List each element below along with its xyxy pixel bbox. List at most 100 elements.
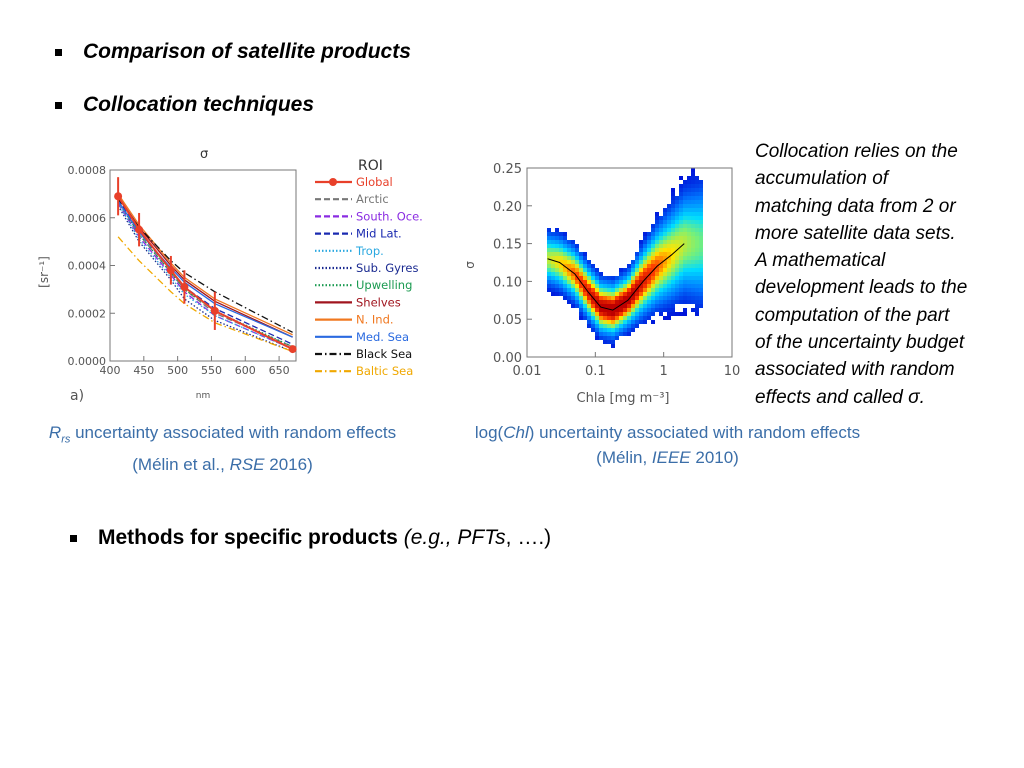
heatmap-cell bbox=[699, 220, 703, 224]
heatmap-cell bbox=[607, 284, 611, 288]
sidenote-line: effects and called σ. bbox=[755, 386, 925, 408]
heatmap-cell bbox=[659, 256, 663, 260]
heatmap-cell bbox=[619, 304, 623, 308]
heatmap-cell bbox=[675, 208, 679, 212]
legend-marker bbox=[329, 178, 337, 186]
heatmap-cell bbox=[607, 280, 611, 284]
heatmap-cell bbox=[647, 276, 651, 280]
heatmap-cell bbox=[599, 316, 603, 320]
heatmap-cell bbox=[687, 200, 691, 204]
heatmap-cell bbox=[663, 276, 667, 280]
heatmap-cell bbox=[699, 236, 703, 240]
heatmap-cell bbox=[687, 252, 691, 256]
heatmap-cell bbox=[651, 284, 655, 288]
legend-label: Trop. bbox=[355, 244, 384, 258]
heatmap-cell bbox=[695, 240, 699, 244]
heatmap-cell bbox=[563, 232, 567, 236]
heatmap-cell bbox=[603, 296, 607, 300]
heatmap-cell bbox=[583, 272, 587, 276]
heatmap-cell bbox=[611, 340, 615, 344]
heatmap-cell bbox=[567, 288, 571, 292]
heatmap-cell bbox=[691, 240, 695, 244]
heatmap-cell bbox=[671, 312, 675, 316]
heatmap-cell bbox=[599, 328, 603, 332]
heatmap-cell bbox=[627, 292, 631, 296]
heatmap-cell bbox=[643, 304, 647, 308]
heatmap-cell bbox=[571, 300, 575, 304]
legend: Global Arctic South. Oce. Mid Lat. Trop. Sub.… bbox=[315, 175, 423, 378]
heatmap-cell bbox=[607, 340, 611, 344]
heatmap-cell bbox=[607, 312, 611, 316]
heatmap-cell bbox=[679, 216, 683, 220]
heatmap-cell bbox=[651, 240, 655, 244]
heatmap-cell bbox=[611, 300, 615, 304]
heatmap-cell bbox=[655, 296, 659, 300]
heatmap-cell bbox=[571, 252, 575, 256]
heatmap-cell bbox=[683, 220, 687, 224]
heatmap-cell bbox=[551, 260, 555, 264]
heatmap-cell bbox=[687, 264, 691, 268]
heatmap-cell bbox=[571, 264, 575, 268]
heatmap-cell bbox=[639, 316, 643, 320]
heatmap-cell bbox=[663, 288, 667, 292]
heatmap-cell bbox=[655, 236, 659, 240]
heatmap-cell bbox=[547, 260, 551, 264]
heatmap-cell bbox=[691, 276, 695, 280]
heatmap-cell bbox=[579, 300, 583, 304]
heatmap-cell bbox=[587, 296, 591, 300]
heatmap-cell bbox=[555, 252, 559, 256]
heatmap-cell bbox=[663, 268, 667, 272]
heatmap-cell bbox=[655, 260, 659, 264]
heatmap-cell bbox=[671, 216, 675, 220]
heatmap-cell bbox=[651, 276, 655, 280]
heatmap-cell bbox=[619, 288, 623, 292]
series-line-south-oce bbox=[117, 203, 293, 350]
heatmap-cell bbox=[591, 312, 595, 316]
heatmap-cell bbox=[683, 256, 687, 260]
heatmap-cell bbox=[635, 264, 639, 268]
heatmap-cell bbox=[663, 236, 667, 240]
heatmap-cell bbox=[579, 296, 583, 300]
heatmap-cell bbox=[595, 308, 599, 312]
heatmap-cell bbox=[583, 260, 587, 264]
heatmap-cell bbox=[671, 240, 675, 244]
heatmap-cell bbox=[659, 264, 663, 268]
heatmap-cell bbox=[691, 212, 695, 216]
heatmap-cell bbox=[667, 228, 671, 232]
heatmap-cell bbox=[687, 220, 691, 224]
heatmap-cell bbox=[551, 288, 555, 292]
heatmap-cell bbox=[683, 296, 687, 300]
heatmap-cell bbox=[571, 240, 575, 244]
heatmap-cell bbox=[563, 276, 567, 280]
heatmap-cell bbox=[667, 308, 671, 312]
heatmap-cell bbox=[691, 236, 695, 240]
heatmap-cell bbox=[583, 312, 587, 316]
heatmap-cell bbox=[675, 260, 679, 264]
heatmap-cell bbox=[623, 316, 627, 320]
heatmap-cell bbox=[667, 288, 671, 292]
heatmap-cell bbox=[627, 284, 631, 288]
heatmap-cell bbox=[655, 280, 659, 284]
heatmap-cell bbox=[699, 228, 703, 232]
heatmap-cell bbox=[627, 276, 631, 280]
heatmap-cell bbox=[683, 232, 687, 236]
heatmap-cell bbox=[695, 300, 699, 304]
heatmap-cell bbox=[547, 284, 551, 288]
heatmap-cell bbox=[599, 336, 603, 340]
heatmap-cell bbox=[651, 308, 655, 312]
heatmap-cell bbox=[555, 268, 559, 272]
heatmap-cell bbox=[647, 244, 651, 248]
heatmap-cell bbox=[567, 292, 571, 296]
heatmap-cell bbox=[643, 300, 647, 304]
heatmap-cell bbox=[555, 236, 559, 240]
rrs-sigma-chart-svg: σ 0.0000 0.0002 0.0004 0.0006 0.0008 400 450 50… bbox=[37, 147, 423, 404]
x-tick-label: 500 bbox=[167, 364, 188, 377]
heatmap-cell bbox=[691, 188, 695, 192]
heatmap-cell bbox=[631, 272, 635, 276]
heatmap-cell bbox=[667, 268, 671, 272]
heatmap-cell bbox=[635, 320, 639, 324]
heatmap-cell bbox=[691, 196, 695, 200]
heatmap-cell bbox=[607, 328, 611, 332]
y-tick-label: 0.10 bbox=[493, 275, 522, 290]
heatmap-cell bbox=[623, 308, 627, 312]
